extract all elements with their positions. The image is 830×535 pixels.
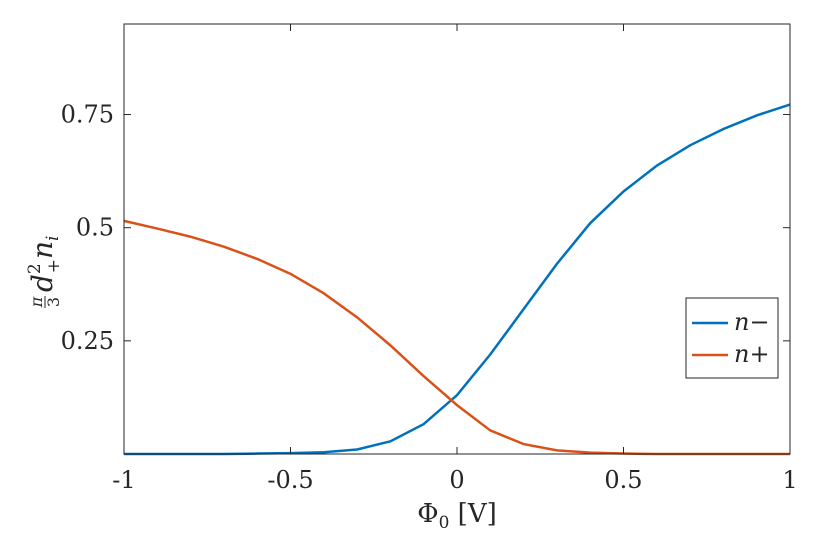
y-axis-label: π 3 d2+ni: [25, 236, 64, 309]
legend-label-n-plus: n+: [734, 340, 770, 368]
legend: n− n+: [685, 297, 779, 379]
x-tick-label: 0: [449, 466, 464, 494]
svg-text:d2+ni: d2+ni: [25, 236, 64, 293]
svg-text:3: 3: [44, 297, 63, 307]
y-tick-label: 0.75: [61, 101, 114, 129]
legend-label-n-minus: n−: [734, 308, 770, 336]
x-tick-label: 0.5: [604, 466, 642, 494]
x-tick-label: -0.5: [267, 466, 313, 494]
legend-box: [685, 297, 779, 379]
y-tick-label: 0.5: [76, 214, 114, 242]
x-axis-label: Φ0 [V]: [417, 499, 496, 533]
y-tick-label: 0.25: [61, 327, 114, 355]
x-tick-label: 1: [782, 466, 797, 494]
plot-area: [124, 24, 790, 454]
x-tick-label: -1: [112, 466, 135, 494]
svg-text:π: π: [27, 296, 46, 308]
